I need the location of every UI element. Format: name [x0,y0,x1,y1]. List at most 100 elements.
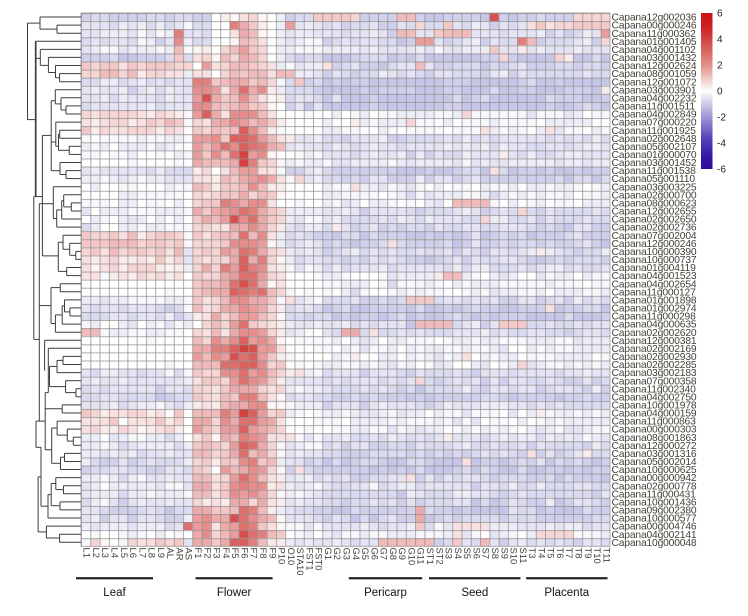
svg-text:Capana05g002014: Capana05g002014 [612,457,697,468]
svg-text:Capana12g001072: Capana12g001072 [612,77,697,88]
svg-text:Flower: Flower [217,587,252,599]
svg-text:Capana00g000942: Capana00g000942 [612,473,697,484]
svg-text:ST2: ST2 [434,548,445,565]
svg-text:Capana02g000700: Capana02g000700 [612,190,697,201]
svg-text:Capana04g002849: Capana04g002849 [612,110,697,121]
svg-text:Capana12g002655: Capana12g002655 [612,207,697,218]
svg-text:Capana10g000048: Capana10g000048 [612,538,697,549]
svg-text:T4: T4 [536,548,547,559]
svg-text:Capana11g002340: Capana11g002340 [612,384,697,395]
svg-text:T11: T11 [601,548,612,563]
svg-text:Capana01g001898: Capana01g001898 [612,296,697,307]
svg-text:Capana04g001102: Capana04g001102 [612,45,697,56]
svg-text:Capana12g000246: Capana12g000246 [612,239,697,250]
svg-text:Capana01g000070: Capana01g000070 [612,150,697,161]
svg-text:-6: -6 [717,164,726,175]
svg-text:F9: F9 [267,548,278,559]
svg-text:Capana08g001863: Capana08g001863 [612,433,697,444]
svg-text:Capana03g001316: Capana03g001316 [612,449,697,460]
svg-text:Capana10g000737: Capana10g000737 [612,255,697,266]
svg-text:G8: G8 [388,548,399,561]
svg-text:-2: -2 [717,112,726,123]
svg-text:ST1: ST1 [425,548,436,565]
svg-text:G5: G5 [360,548,371,561]
svg-text:L1: L1 [82,548,93,558]
svg-text:Capana03g002183: Capana03g002183 [612,368,697,379]
svg-text:G2: G2 [332,548,343,561]
svg-text:L9: L9 [156,548,167,558]
svg-text:Capana02g002285: Capana02g002285 [612,360,697,371]
svg-text:Capana00g000246: Capana00g000246 [612,21,697,32]
svg-text:S7: S7 [481,548,492,559]
svg-text:FST1: FST1 [304,548,315,571]
svg-text:Capana02g002620: Capana02g002620 [612,328,697,339]
svg-text:Capana12g000381: Capana12g000381 [612,336,697,347]
svg-text:F2: F2 [202,548,213,559]
svg-text:L2: L2 [91,548,102,558]
svg-text:Capana11g001511: Capana11g001511 [612,102,696,113]
svg-text:S8: S8 [490,548,501,559]
svg-text:Capana10g001436: Capana10g001436 [612,498,697,509]
svg-text:F1: F1 [193,548,204,559]
svg-text:Capana11g001925: Capana11g001925 [612,126,697,137]
svg-text:Pericarp: Pericarp [364,587,407,599]
svg-text:L5: L5 [119,548,130,558]
svg-text:AS: AS [184,548,195,561]
svg-text:T9: T9 [583,548,594,559]
svg-text:G9: G9 [397,548,408,561]
svg-text:Capana03g001452: Capana03g001452 [612,158,697,169]
svg-text:Capana04g002750: Capana04g002750 [612,392,697,403]
svg-text:L4: L4 [110,548,121,558]
svg-text:Capana04g002232: Capana04g002232 [612,93,697,104]
svg-text:L8: L8 [147,548,158,558]
svg-text:Placenta: Placenta [544,587,589,599]
svg-text:Capana04g000159: Capana04g000159 [612,409,697,420]
svg-text:T7: T7 [564,548,575,559]
svg-text:-4: -4 [717,138,726,149]
svg-text:FST0: FST0 [314,548,325,571]
svg-text:G4: G4 [351,548,362,561]
svg-text:Capana03g003901: Capana03g003901 [612,85,697,96]
svg-text:Capana09g002380: Capana09g002380 [612,506,697,517]
svg-text:Capana01g004119: Capana01g004119 [612,263,697,274]
svg-text:S5: S5 [462,548,473,559]
svg-text:S6: S6 [471,548,482,559]
svg-text:Capana00g000303: Capana00g000303 [612,425,697,436]
svg-text:L6: L6 [128,548,139,558]
svg-text:Capana11g000127: Capana11g000127 [612,287,697,298]
svg-text:Capana05g002107: Capana05g002107 [612,142,697,153]
svg-text:Capana02g002650: Capana02g002650 [612,215,697,226]
svg-text:G11: G11 [416,548,427,565]
svg-text:Capana11g000431: Capana11g000431 [612,489,697,500]
svg-text:Capana02g000778: Capana02g000778 [612,481,697,492]
svg-text:Capana01g002974: Capana01g002974 [612,304,697,315]
svg-text:Capana08g000623: Capana08g000623 [612,199,697,210]
svg-text:T8: T8 [574,548,585,559]
svg-text:Capana10g000625: Capana10g000625 [612,465,697,476]
svg-text:S9: S9 [499,548,510,559]
svg-text:G7: G7 [379,548,390,561]
svg-text:Capana11g000298: Capana11g000298 [612,312,697,323]
svg-text:G3: G3 [342,548,353,561]
svg-text:Capana12g002036: Capana12g002036 [612,13,697,24]
svg-text:F5: F5 [230,548,241,559]
svg-text:Capana05g001110: Capana05g001110 [612,174,696,185]
svg-text:Capana11g001538: Capana11g001538 [612,166,697,177]
svg-text:Leaf: Leaf [103,587,126,599]
svg-text:Capana07g000220: Capana07g000220 [612,118,697,129]
svg-text:AR: AR [174,548,185,561]
svg-text:STA10: STA10 [295,548,306,576]
svg-text:2: 2 [717,60,723,71]
svg-text:Capana04g002654: Capana04g002654 [612,279,697,290]
svg-text:Capana02g002930: Capana02g002930 [612,352,697,363]
svg-text:Capana00g004746: Capana00g004746 [612,522,697,533]
svg-text:S3: S3 [444,548,455,559]
svg-text:Capana10g000390: Capana10g000390 [612,247,697,258]
svg-text:Capana12g002624: Capana12g002624 [612,61,697,72]
svg-text:T5: T5 [546,548,557,559]
svg-text:Capana03g003225: Capana03g003225 [612,182,697,193]
svg-text:T6: T6 [555,548,566,559]
svg-text:Capana11g000863: Capana11g000863 [612,417,697,428]
svg-text:S11: S11 [518,548,529,564]
svg-text:F6: F6 [239,548,250,559]
